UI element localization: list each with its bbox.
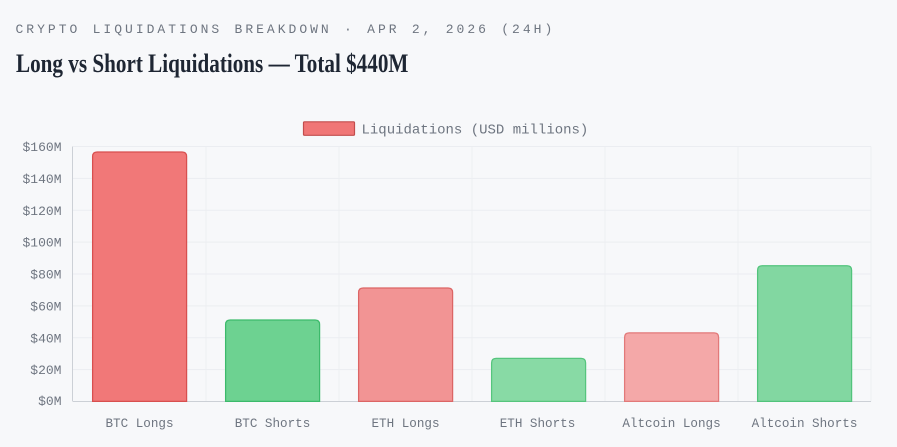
svg-text:$80M: $80M	[30, 268, 61, 283]
svg-text:$100M: $100M	[22, 236, 61, 251]
svg-text:ETH Shorts: ETH Shorts	[500, 417, 576, 431]
svg-text:$120M: $120M	[22, 204, 61, 219]
svg-text:BTC Shorts: BTC Shorts	[235, 417, 311, 431]
svg-text:Liquidations (USD millions): Liquidations (USD millions)	[362, 123, 589, 139]
svg-text:$160M: $160M	[22, 140, 61, 155]
svg-text:$60M: $60M	[30, 299, 61, 314]
svg-text:BTC Longs: BTC Longs	[105, 417, 173, 431]
svg-text:$140M: $140M	[22, 172, 61, 187]
svg-text:ETH Longs: ETH Longs	[371, 417, 439, 431]
svg-text:$20M: $20M	[30, 363, 61, 378]
svg-text:Altcoin Shorts: Altcoin Shorts	[752, 417, 858, 431]
svg-text:$40M: $40M	[30, 331, 61, 346]
svg-text:$0M: $0M	[38, 394, 61, 409]
svg-text:Altcoin Longs: Altcoin Longs	[622, 417, 720, 431]
